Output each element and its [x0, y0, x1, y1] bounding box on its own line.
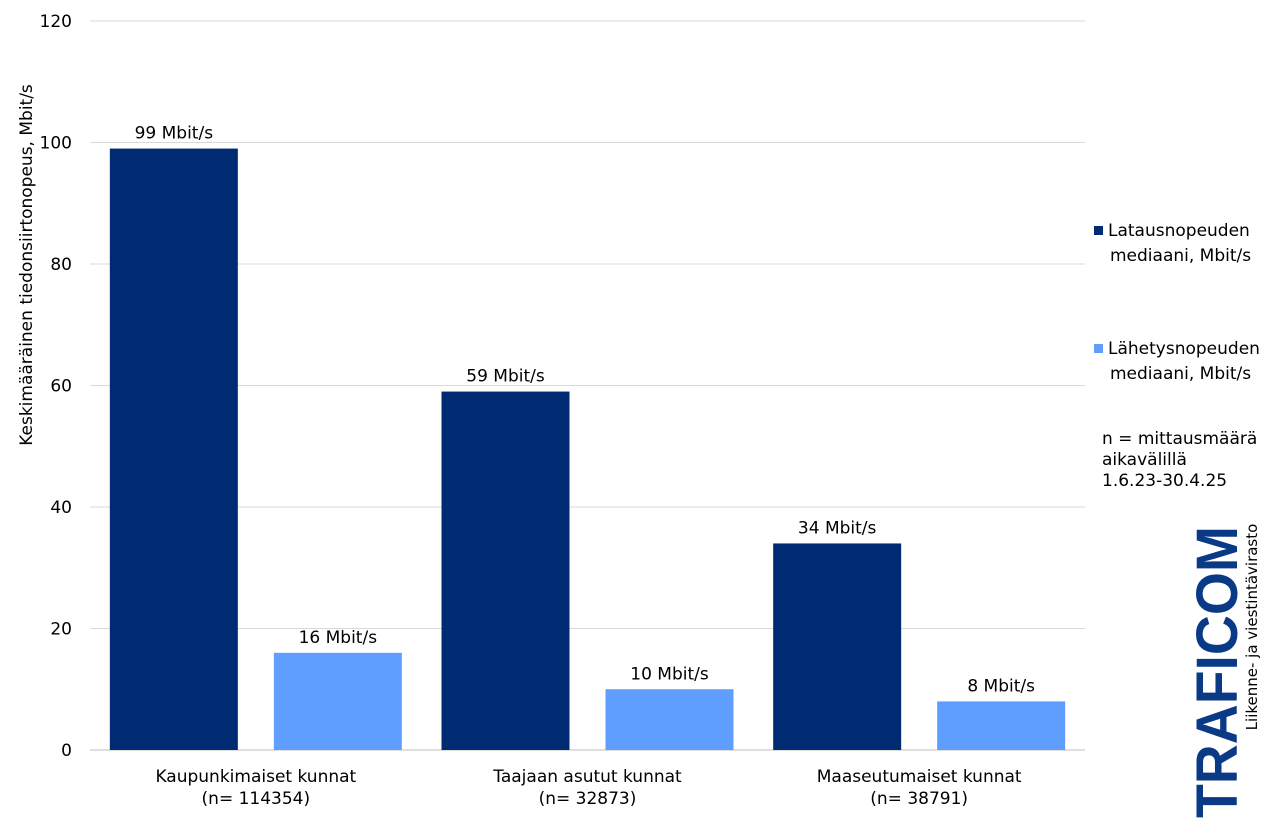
legend-swatch: [1094, 226, 1103, 235]
data-label: 34 Mbit/s: [798, 518, 877, 538]
note-text: 1.6.23-30.4.25: [1102, 471, 1227, 491]
y-tick-label: 80: [50, 255, 72, 275]
data-label: 99 Mbit/s: [135, 124, 214, 144]
x-tick-label: Taajaan asutut kunnat: [492, 767, 682, 787]
y-axis-label: Keskimääräinen tiedonsiirtonopeus, Mbit/…: [17, 84, 37, 446]
y-tick-label: 20: [50, 620, 72, 640]
logo: TRAFICOM Liikenne- ja viestintävirasto: [1185, 524, 1261, 818]
legend-label: Lähetysnopeuden: [1108, 339, 1260, 359]
legend-label: mediaani, Mbit/s: [1110, 364, 1251, 384]
x-tick-label: Maaseutumaiset kunnat: [817, 767, 1022, 787]
y-tick-label: 40: [50, 498, 72, 518]
x-tick-label: Kaupunkimaiset kunnat: [155, 767, 356, 787]
bar: [773, 543, 902, 750]
bar: [441, 391, 570, 750]
data-label: 59 Mbit/s: [466, 367, 545, 387]
legend-label: mediaani, Mbit/s: [1110, 246, 1251, 266]
note-text: aikavälillä: [1102, 450, 1187, 470]
bar: [109, 148, 238, 750]
y-tick-label: 120: [40, 12, 72, 32]
y-tick-label: 0: [61, 741, 72, 761]
legend-label: Latausnopeuden: [1108, 221, 1250, 241]
x-tick-label: (n= 114354): [202, 789, 311, 809]
y-tick-label: 100: [40, 134, 72, 154]
bar: [937, 701, 1066, 750]
y-tick-label: 60: [50, 377, 72, 397]
x-tick-label: (n= 32873): [539, 789, 637, 809]
logo-wordmark: TRAFICOM: [1185, 526, 1250, 818]
data-label: 10 Mbit/s: [630, 664, 709, 684]
note-text: n = mittausmäärä: [1102, 429, 1257, 449]
bar: [273, 652, 402, 750]
data-label: 16 Mbit/s: [299, 628, 378, 648]
logo-subtitle: Liikenne- ja viestintävirasto: [1243, 524, 1261, 731]
bar: [605, 689, 734, 750]
x-tick-label: (n= 38791): [870, 789, 968, 809]
data-label: 8 Mbit/s: [967, 676, 1035, 696]
legend-swatch: [1094, 344, 1103, 353]
